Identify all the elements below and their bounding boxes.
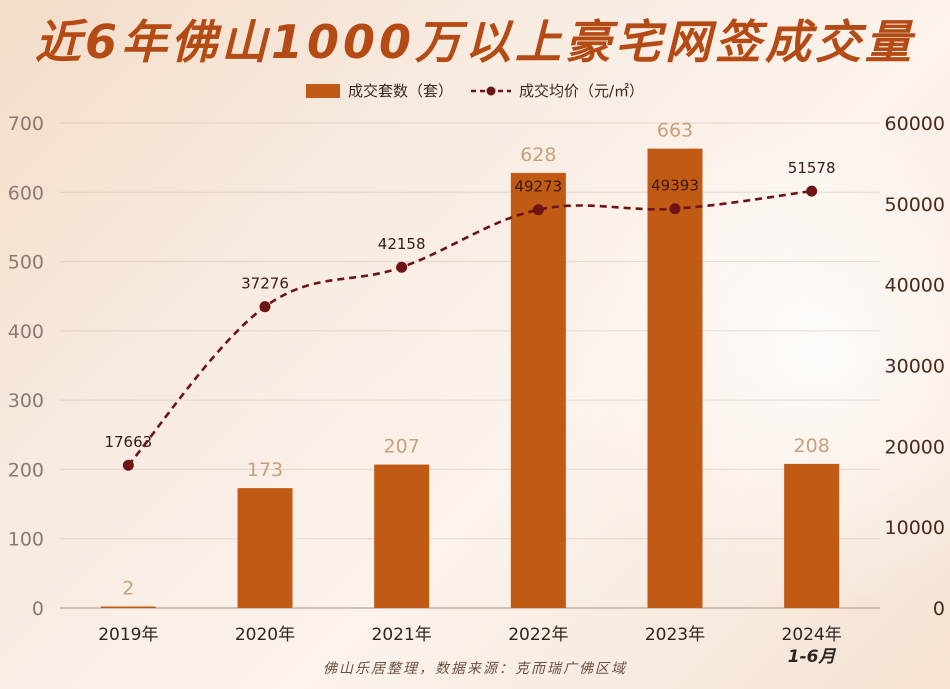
legend-item-bar: 成交套数（套） <box>305 80 453 101</box>
line-point <box>806 185 818 197</box>
y-left-tick-label: 600 <box>8 182 44 204</box>
series-line-avg-price <box>127 189 812 467</box>
legend-line-swatch <box>470 86 511 95</box>
source-note: 佛山乐居整理，数据来源：克而瑞广佛区域 <box>323 661 627 677</box>
line-point <box>259 301 271 313</box>
bar <box>510 172 566 608</box>
y-left-tick-label: 700 <box>8 113 44 135</box>
bar-value-label: 2 <box>122 578 134 600</box>
bar-value-label: 208 <box>794 435 830 457</box>
line-point <box>532 204 544 216</box>
bar <box>237 488 293 608</box>
bar-value-label: 173 <box>247 459 283 481</box>
bar <box>374 464 430 608</box>
line-value-label: 49393 <box>651 177 699 195</box>
line-value-label: 42158 <box>378 235 426 253</box>
x-tick-label: 2021年 <box>372 625 432 645</box>
x-tick-label: 2022年 <box>508 625 568 645</box>
y-right-tick-label: 20000 <box>885 436 945 458</box>
chart-legend: 成交套数（套） 成交均价（元/㎡） <box>0 80 950 101</box>
x-tick-label: 2023年 <box>645 625 705 645</box>
y-left-tick-label: 100 <box>8 529 44 551</box>
y-right-tick-label: 50000 <box>885 194 945 216</box>
y-right-tick-label: 40000 <box>885 275 945 297</box>
bar <box>647 148 703 608</box>
y-left-tick-label: 300 <box>8 390 44 412</box>
x-tick-label: 2020年 <box>235 625 295 645</box>
legend-bar-swatch <box>305 83 340 98</box>
bar-value-label: 628 <box>520 144 556 166</box>
x-tick-label: 2019年 <box>98 625 158 645</box>
line-value-label: 17663 <box>104 433 152 451</box>
chart-title: 近6年佛山1000万以上豪宅网签成交量 <box>34 15 916 69</box>
y-right-tick-label: 30000 <box>885 356 945 378</box>
bar <box>784 463 840 608</box>
x-tick-label: 2024年 <box>782 625 842 645</box>
y-left-tick-label: 0 <box>32 598 44 620</box>
line-value-label: 37276 <box>241 275 289 293</box>
line-point <box>122 459 134 471</box>
y-left-tick-label: 500 <box>8 252 44 274</box>
legend-line-label: 成交均价（元/㎡） <box>518 82 645 100</box>
y-right-tick-label: 60000 <box>885 113 945 135</box>
line-point <box>396 261 408 273</box>
y-right-tick-label: 10000 <box>885 517 945 539</box>
line-point <box>669 203 681 215</box>
bar-value-label: 207 <box>384 436 420 458</box>
bar-value-label: 663 <box>657 120 693 142</box>
bar <box>100 606 156 608</box>
legend-bar-label: 成交套数（套） <box>347 82 453 100</box>
x-tick-sublabel: 1-6月 <box>788 647 837 667</box>
line-value-label: 49273 <box>514 178 562 196</box>
y-right-tick-label: 0 <box>933 598 945 620</box>
line-value-label: 51578 <box>788 159 836 177</box>
y-left-tick-label: 200 <box>8 459 44 481</box>
y-left-tick-label: 400 <box>8 321 44 343</box>
legend-item-line: 成交均价（元/㎡） <box>470 80 645 101</box>
